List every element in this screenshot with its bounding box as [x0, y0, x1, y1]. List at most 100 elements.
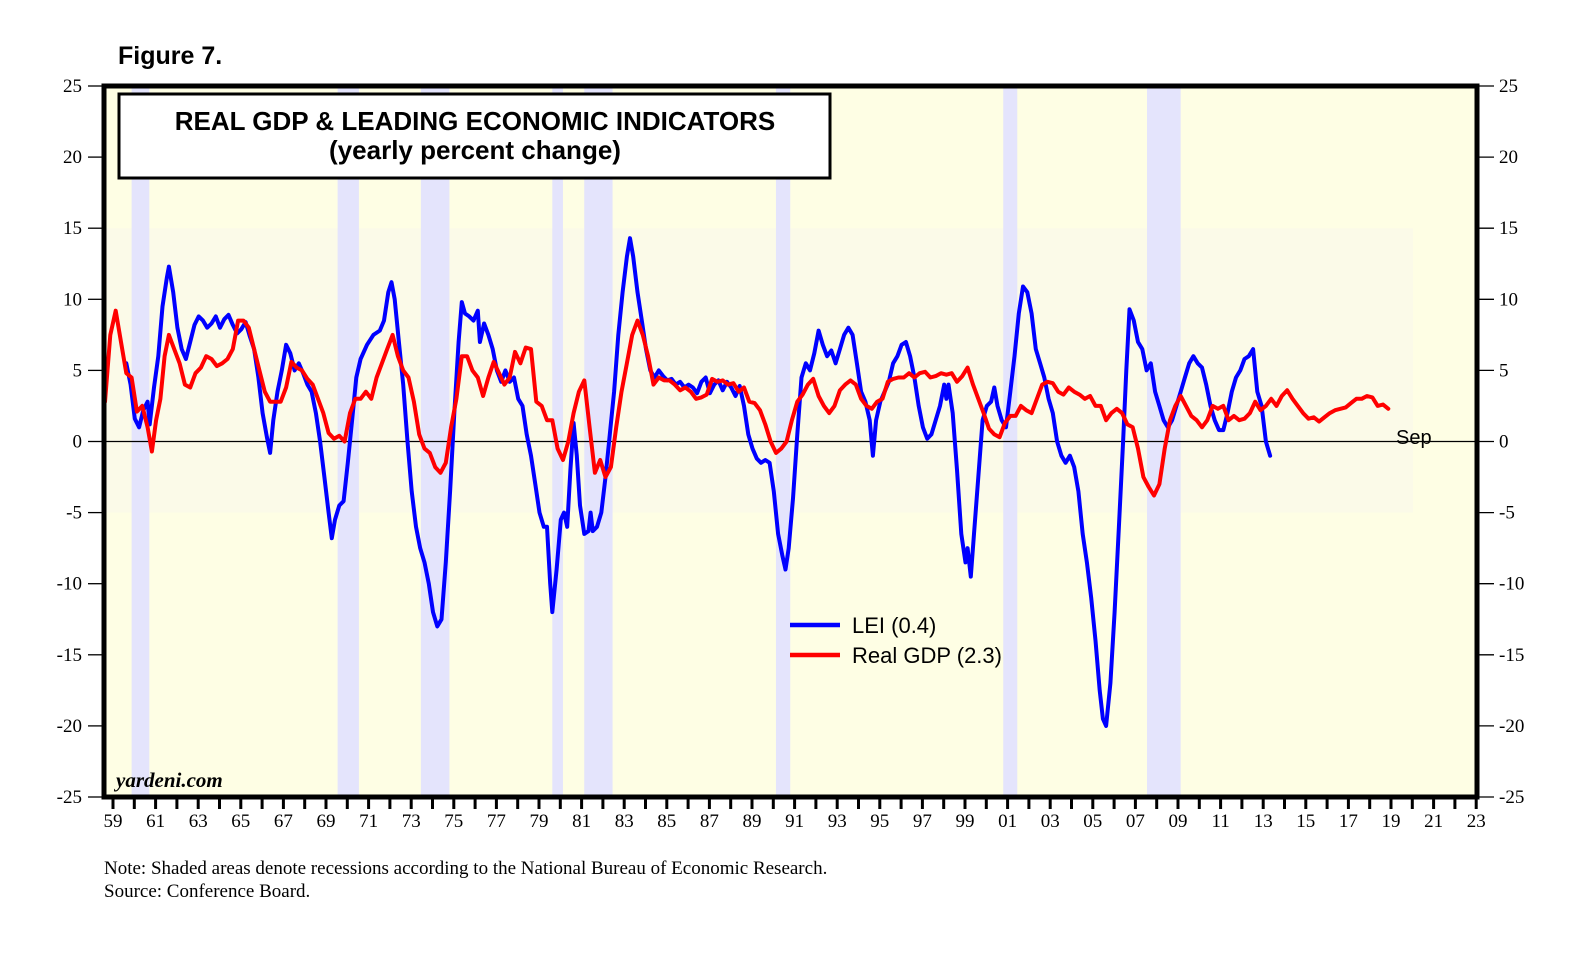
- x-tick: [516, 797, 520, 809]
- figure-label: Figure 7.: [118, 42, 223, 70]
- x-tick-label: 73: [402, 811, 421, 832]
- y-tick-label-right: 0: [1499, 432, 1509, 453]
- x-tick: [494, 797, 498, 809]
- x-tick: [1176, 797, 1180, 809]
- x-tick-label: 61: [146, 811, 165, 832]
- x-axis: 59 61 63 65 67 69 71 73 75 77 79 81 83 85 87 89 91 93 95 97…: [104, 797, 1486, 832]
- y-axis-left: 25 20 15 10 5 0 -5 -10 -15 -20 -25: [57, 76, 104, 808]
- x-tick-label: 17: [1339, 811, 1358, 832]
- y-tick-label-right: 25: [1499, 76, 1518, 97]
- x-tick-label: 83: [615, 811, 634, 832]
- x-tick: [686, 797, 690, 809]
- y-tick-label-left: 20: [63, 147, 82, 168]
- y-tick-label-right: 20: [1499, 147, 1518, 168]
- x-tick-label: 07: [1126, 811, 1145, 832]
- x-tick-label: 63: [189, 811, 208, 832]
- y-tick-label-right: -15: [1499, 645, 1524, 666]
- x-tick: [707, 797, 711, 809]
- x-tick-label: 81: [572, 811, 591, 832]
- y-tick-label-left: -10: [57, 574, 82, 595]
- x-tick-label: 91: [785, 811, 804, 832]
- series-layer: [103, 236, 1391, 728]
- x-tick-label: 11: [1211, 811, 1229, 832]
- x-tick-label: 85: [657, 811, 676, 832]
- y-tick-label-left: -15: [57, 645, 82, 666]
- x-tick: [1453, 797, 1457, 809]
- x-tick: [1006, 797, 1010, 809]
- x-tick: [1197, 797, 1201, 809]
- chart-subtitle: (yearly percent change): [329, 135, 621, 165]
- y-tick-label-left: 25: [63, 76, 82, 97]
- x-tick: [1261, 797, 1265, 809]
- x-tick: [1389, 797, 1393, 809]
- end-annotation: Sep: [1396, 427, 1432, 449]
- x-tick: [1474, 797, 1478, 809]
- x-tick: [1027, 797, 1031, 809]
- x-tick-label: 67: [274, 811, 293, 832]
- x-tick-label: 95: [870, 811, 889, 832]
- x-tick: [835, 797, 839, 809]
- x-tick: [111, 797, 115, 809]
- x-tick-label: 09: [1169, 811, 1188, 832]
- x-tick-label: 15: [1296, 811, 1315, 832]
- x-tick: [345, 797, 349, 809]
- y-tick-label-left: -20: [57, 716, 82, 737]
- x-tick: [154, 797, 158, 809]
- x-tick: [132, 797, 136, 809]
- x-tick: [281, 797, 285, 809]
- y-tick-label-left: 15: [63, 218, 82, 239]
- x-tick-label: 75: [444, 811, 463, 832]
- x-tick-label: 05: [1083, 811, 1102, 832]
- y-tick-label-right: 15: [1499, 218, 1518, 239]
- x-tick-label: 97: [913, 811, 932, 832]
- x-tick: [1410, 797, 1414, 809]
- source-text: Source: Conference Board.: [104, 881, 311, 902]
- watermark: yardeni.com: [113, 768, 223, 792]
- x-tick: [175, 797, 179, 809]
- x-tick: [1304, 797, 1308, 809]
- x-tick: [367, 797, 371, 809]
- x-tick: [324, 797, 328, 809]
- x-tick: [942, 797, 946, 809]
- chart-title: REAL GDP & LEADING ECONOMIC INDICATORS: [175, 106, 775, 136]
- x-tick: [452, 797, 456, 809]
- y-tick-label-right: -10: [1499, 574, 1524, 595]
- x-tick-label: 65: [231, 811, 250, 832]
- x-tick-label: 87: [700, 811, 719, 832]
- legend: LEI (0.4) Real GDP (2.3): [790, 613, 1002, 668]
- x-tick: [1091, 797, 1095, 809]
- x-tick: [1219, 797, 1223, 809]
- x-tick: [1432, 797, 1436, 809]
- x-tick-label: 59: [104, 811, 123, 832]
- x-tick: [239, 797, 243, 809]
- x-tick-label: 79: [530, 811, 549, 832]
- x-tick: [1283, 797, 1286, 809]
- x-tick: [1048, 797, 1052, 809]
- y-tick-label-left: 0: [73, 432, 83, 453]
- y-tick-label-right: 10: [1499, 289, 1518, 310]
- y-tick-label-left: 5: [73, 360, 83, 381]
- x-tick-label: 01: [998, 811, 1017, 832]
- x-tick: [1346, 797, 1350, 809]
- series-line-lei: [124, 236, 1273, 728]
- x-tick-label: 93: [828, 811, 847, 832]
- x-tick-label: 19: [1382, 811, 1401, 832]
- x-tick: [771, 797, 775, 809]
- x-tick-label: 69: [317, 811, 336, 832]
- x-tick: [878, 797, 882, 809]
- x-tick: [1112, 797, 1116, 809]
- x-tick-label: 21: [1424, 811, 1443, 832]
- x-tick: [644, 797, 647, 809]
- x-tick: [665, 797, 669, 809]
- y-tick-label-right: -25: [1499, 787, 1524, 808]
- x-tick: [537, 797, 541, 809]
- note-text: Note: Shaded areas denote recessions acc…: [104, 858, 828, 879]
- x-tick-label: 89: [743, 811, 762, 832]
- x-tick: [857, 797, 860, 809]
- x-tick: [1155, 797, 1159, 809]
- x-tick-label: 99: [956, 811, 975, 832]
- x-tick: [558, 797, 562, 809]
- y-tick-label-left: -5: [66, 503, 82, 524]
- x-tick: [920, 797, 924, 809]
